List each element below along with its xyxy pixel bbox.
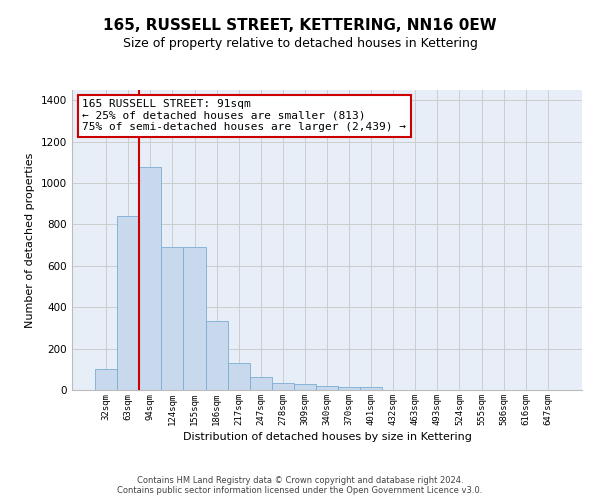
Bar: [139, 167, 161, 390]
Bar: [316, 386, 338, 390]
Bar: [294, 384, 316, 390]
Bar: [338, 387, 360, 390]
Text: Size of property relative to detached houses in Kettering: Size of property relative to detached ho…: [122, 38, 478, 51]
Bar: [272, 383, 294, 390]
Bar: [184, 246, 206, 390]
Bar: [250, 377, 272, 390]
X-axis label: Distribution of detached houses by size in Kettering: Distribution of detached houses by size …: [182, 432, 472, 442]
Y-axis label: Number of detached properties: Number of detached properties: [25, 152, 35, 328]
Text: 165, RUSSELL STREET, KETTERING, NN16 0EW: 165, RUSSELL STREET, KETTERING, NN16 0EW: [103, 18, 497, 32]
Bar: [117, 216, 139, 390]
Bar: [360, 387, 382, 390]
Text: 165 RUSSELL STREET: 91sqm
← 25% of detached houses are smaller (813)
75% of semi: 165 RUSSELL STREET: 91sqm ← 25% of detac…: [82, 99, 406, 132]
Bar: [161, 246, 184, 390]
Bar: [95, 370, 117, 390]
Bar: [206, 322, 227, 390]
Text: Contains HM Land Registry data © Crown copyright and database right 2024.
Contai: Contains HM Land Registry data © Crown c…: [118, 476, 482, 495]
Bar: [227, 363, 250, 390]
